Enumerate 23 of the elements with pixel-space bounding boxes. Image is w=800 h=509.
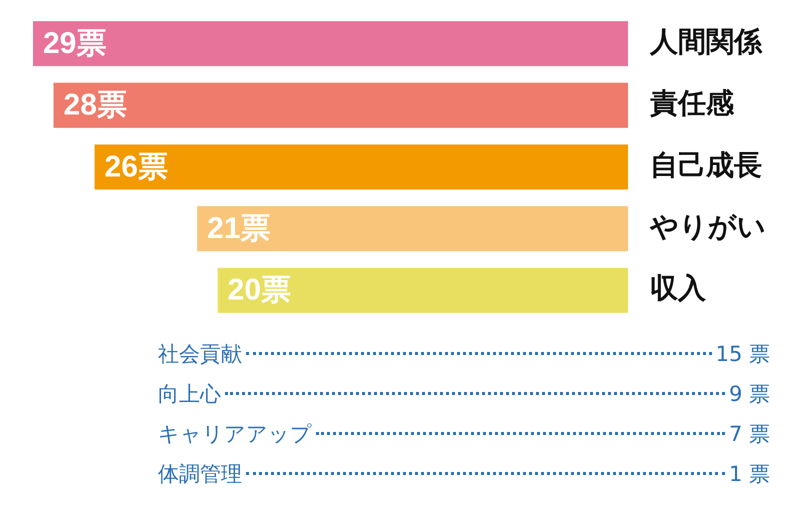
y-tick-label: 収入 bbox=[650, 272, 707, 305]
text: 社会貢献 bbox=[158, 341, 242, 368]
text: キャリアアップ bbox=[158, 421, 312, 448]
y-tick-label: 責任感 bbox=[650, 86, 735, 120]
bar bbox=[94, 144, 628, 190]
text: 1 票 bbox=[728, 461, 770, 488]
text: 体調管理 bbox=[158, 461, 242, 488]
bar bbox=[218, 268, 628, 313]
data-label: 29票 bbox=[43, 26, 106, 60]
data-label: 20票 bbox=[228, 274, 292, 307]
text: 9 票 bbox=[728, 381, 770, 408]
y-tick-label: 自己成長 bbox=[650, 148, 762, 182]
text: 向上心 bbox=[158, 381, 221, 408]
bar bbox=[33, 21, 628, 66]
text: 7 票 bbox=[728, 421, 770, 448]
bar bbox=[197, 206, 628, 252]
data-label: 28票 bbox=[64, 88, 127, 122]
bar bbox=[54, 82, 628, 128]
y-tick-label: 人間関係 bbox=[649, 24, 763, 58]
y-tick-label: やりがい bbox=[649, 210, 766, 243]
data-label: 21票 bbox=[207, 212, 271, 245]
text: 15 票 bbox=[716, 341, 770, 368]
data-label: 26票 bbox=[104, 150, 168, 184]
